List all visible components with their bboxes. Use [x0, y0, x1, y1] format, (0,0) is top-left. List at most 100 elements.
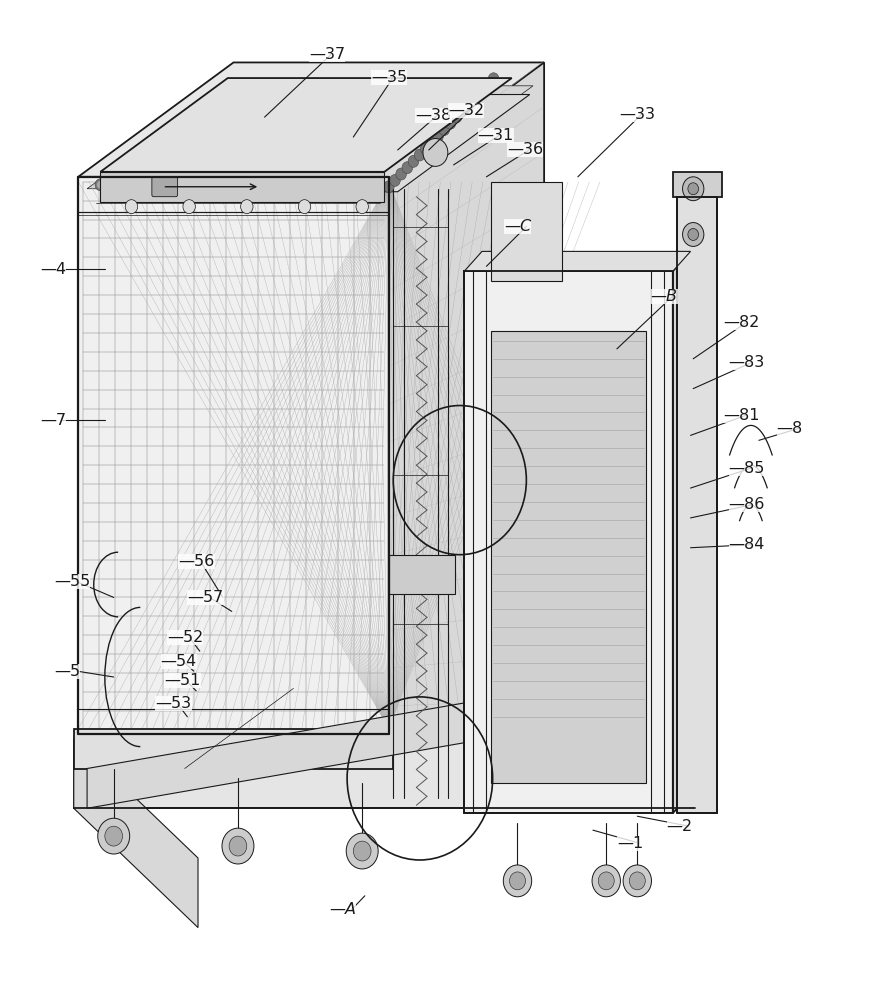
Text: —7: —7	[40, 413, 66, 428]
Polygon shape	[88, 86, 533, 189]
Circle shape	[125, 200, 138, 214]
Text: —B: —B	[651, 289, 678, 304]
Circle shape	[223, 179, 233, 191]
Text: —51: —51	[164, 673, 201, 688]
Circle shape	[96, 181, 104, 189]
Text: —55: —55	[54, 574, 90, 589]
Circle shape	[463, 98, 474, 110]
Circle shape	[451, 111, 462, 123]
Circle shape	[470, 92, 480, 104]
Text: —32: —32	[448, 103, 484, 118]
Circle shape	[298, 200, 311, 214]
Circle shape	[688, 183, 698, 195]
Circle shape	[324, 181, 331, 189]
Circle shape	[209, 179, 220, 191]
Circle shape	[240, 200, 253, 214]
Circle shape	[351, 179, 362, 191]
Circle shape	[225, 181, 232, 189]
Circle shape	[95, 179, 105, 191]
Circle shape	[230, 836, 246, 856]
Circle shape	[139, 181, 146, 189]
Circle shape	[488, 73, 499, 85]
Text: —8: —8	[777, 421, 803, 436]
Text: —53: —53	[155, 696, 191, 711]
Text: —2: —2	[666, 819, 693, 834]
Text: —37: —37	[309, 47, 345, 62]
Circle shape	[109, 179, 120, 191]
Polygon shape	[100, 172, 384, 202]
Circle shape	[168, 181, 175, 189]
Polygon shape	[79, 62, 544, 177]
Text: —35: —35	[371, 70, 407, 85]
Circle shape	[138, 179, 148, 191]
Text: —5: —5	[54, 664, 80, 679]
Circle shape	[598, 872, 614, 890]
Circle shape	[439, 124, 449, 136]
Circle shape	[104, 826, 122, 846]
Circle shape	[408, 155, 419, 167]
Polygon shape	[491, 182, 562, 281]
Polygon shape	[464, 271, 672, 813]
Polygon shape	[672, 172, 722, 197]
Polygon shape	[74, 729, 393, 768]
Circle shape	[423, 139, 447, 166]
Text: —A: —A	[330, 902, 356, 917]
Text: —52: —52	[167, 630, 204, 645]
Circle shape	[427, 136, 438, 148]
Polygon shape	[100, 95, 530, 192]
Circle shape	[353, 181, 360, 189]
Text: —36: —36	[507, 142, 543, 157]
Circle shape	[322, 179, 333, 191]
Circle shape	[402, 162, 413, 174]
Circle shape	[237, 179, 247, 191]
Circle shape	[211, 181, 218, 189]
Circle shape	[294, 179, 305, 191]
Polygon shape	[74, 739, 198, 928]
Circle shape	[196, 181, 204, 189]
Circle shape	[457, 105, 468, 116]
Circle shape	[445, 117, 455, 129]
Circle shape	[265, 179, 276, 191]
Polygon shape	[672, 251, 690, 813]
Circle shape	[123, 179, 134, 191]
Circle shape	[421, 143, 431, 155]
Text: —54: —54	[161, 654, 197, 669]
Circle shape	[267, 181, 274, 189]
Circle shape	[251, 179, 262, 191]
Polygon shape	[677, 197, 717, 813]
Circle shape	[97, 818, 129, 854]
Polygon shape	[79, 177, 388, 734]
Text: —81: —81	[723, 408, 760, 423]
Circle shape	[356, 200, 369, 214]
Circle shape	[630, 872, 646, 890]
Polygon shape	[491, 331, 647, 783]
Text: —57: —57	[188, 590, 223, 605]
Text: —84: —84	[729, 537, 765, 552]
Circle shape	[253, 181, 260, 189]
Circle shape	[365, 179, 375, 191]
Polygon shape	[74, 739, 695, 808]
Circle shape	[281, 181, 288, 189]
Text: —85: —85	[729, 461, 765, 476]
Circle shape	[354, 841, 371, 861]
Text: —56: —56	[179, 554, 214, 569]
Text: —31: —31	[478, 128, 513, 143]
Circle shape	[222, 828, 254, 864]
Circle shape	[510, 872, 525, 890]
Circle shape	[688, 229, 698, 240]
Circle shape	[111, 181, 118, 189]
Circle shape	[476, 85, 487, 97]
Polygon shape	[100, 78, 512, 172]
Circle shape	[154, 181, 161, 189]
Circle shape	[183, 200, 196, 214]
Circle shape	[280, 179, 290, 191]
Circle shape	[166, 179, 177, 191]
Circle shape	[682, 223, 704, 246]
Circle shape	[396, 168, 406, 180]
Circle shape	[182, 181, 189, 189]
Circle shape	[623, 865, 652, 897]
Circle shape	[308, 179, 319, 191]
FancyBboxPatch shape	[152, 177, 178, 197]
Text: —C: —C	[505, 219, 531, 234]
Polygon shape	[88, 700, 482, 808]
